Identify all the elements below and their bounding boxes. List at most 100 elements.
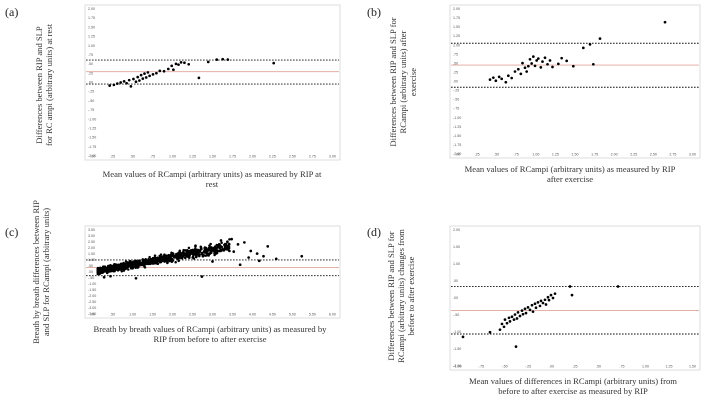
data-point [187, 246, 191, 250]
data-point [502, 325, 506, 329]
data-point [148, 255, 151, 259]
data-point [119, 265, 123, 268]
data-point [121, 267, 125, 271]
y-tick-label: -1.75 [88, 145, 96, 149]
data-point [219, 239, 223, 242]
x-tick-label: 2.50 [289, 155, 296, 159]
data-point [158, 259, 162, 262]
y-tick-label: -2.00 [453, 364, 461, 368]
data-point [507, 316, 511, 320]
y-tick-label: .75 [88, 53, 93, 57]
data-point [215, 58, 219, 61]
data-point [524, 311, 528, 315]
data-point [158, 69, 162, 73]
y-axis-label: RCampi (arbitrary units) after [398, 30, 408, 133]
y-tick-label: .50 [453, 61, 458, 65]
x-tick-label: .25 [110, 155, 115, 159]
data-point [226, 240, 229, 244]
data-point [129, 85, 133, 88]
data-point [214, 246, 217, 250]
data-point [206, 248, 210, 252]
data-point [565, 59, 569, 63]
panel-label: (c) [5, 225, 18, 239]
data-point [498, 328, 502, 332]
data-point [528, 57, 532, 61]
data-point [598, 37, 602, 41]
data-point [506, 74, 510, 78]
data-point [190, 249, 193, 252]
x-tick-label: .00 [455, 153, 460, 157]
data-point [208, 252, 211, 256]
data-point [541, 60, 544, 63]
data-point [139, 73, 143, 77]
y-tick-label: 1.75 [453, 16, 460, 20]
x-tick-label: -1.00 [453, 365, 461, 369]
y-tick-label: .50 [88, 62, 93, 66]
data-point [183, 256, 187, 260]
y-tick-label: .50 [88, 264, 93, 268]
data-point [238, 263, 242, 267]
data-point [257, 259, 261, 263]
x-tick-label: 1.50 [572, 153, 579, 157]
data-point [533, 302, 537, 306]
data-point [176, 257, 180, 260]
y-axis-label: RCampi (arbitrary units) changes from [396, 229, 406, 363]
data-point [205, 252, 209, 255]
y-tick-label: -3.00 [88, 306, 96, 310]
panel-a-chart: (a) .00 .25 .50 .75 1.00 1.25 1.50 1.75 2.00 2.25 2… [5, 4, 341, 189]
data-point [591, 62, 595, 66]
data-point [144, 258, 147, 261]
data-point [143, 260, 147, 263]
x-tick-label: 1.50 [209, 155, 216, 159]
data-point [227, 245, 231, 249]
x-tick-label: 6.00 [329, 313, 336, 317]
y-tick-label: -2.50 [88, 300, 96, 304]
x-tick-label: -.50 [501, 365, 507, 369]
y-tick-label: .50 [453, 279, 458, 283]
data-point [208, 245, 211, 248]
plot-frame [84, 225, 341, 319]
data-point [544, 303, 548, 306]
data-point [152, 259, 156, 263]
data-point [165, 254, 168, 258]
data-point [521, 61, 524, 65]
y-axis-label: Differences between RIP and SLP for [386, 231, 396, 360]
data-point [221, 57, 225, 61]
data-point [125, 81, 128, 85]
data-point [199, 246, 203, 249]
y-tick-label: -2.00 [88, 294, 96, 298]
data-point [531, 55, 535, 58]
data-point [162, 69, 166, 73]
data-point [203, 249, 207, 253]
y-axis-label: Differences between RIP and SLP [34, 26, 44, 144]
x-tick-label: .75 [620, 365, 625, 369]
x-axis-label: rest [206, 179, 219, 189]
data-point [547, 298, 551, 302]
data-point [137, 264, 140, 268]
data-point [138, 261, 142, 265]
data-point [177, 259, 180, 263]
data-point [119, 81, 123, 84]
data-point [212, 249, 216, 252]
x-tick-label: 4.50 [269, 313, 276, 317]
data-point [146, 71, 150, 74]
x-axis-label: RIP from before to after exercise [153, 334, 266, 344]
data-point [115, 82, 119, 86]
data-point [515, 317, 519, 320]
data-point [215, 243, 219, 247]
data-point [225, 244, 229, 248]
data-point [134, 259, 137, 262]
data-point [191, 252, 194, 255]
data-point [106, 265, 110, 268]
data-point [179, 255, 183, 259]
y-tick-label: -1.50 [453, 134, 461, 138]
y-tick-label: -1.50 [453, 347, 461, 351]
data-point [539, 66, 543, 69]
y-tick-label: -.50 [453, 313, 459, 317]
data-point [526, 306, 530, 309]
data-point [174, 260, 177, 264]
x-tick-label: 2.25 [269, 155, 276, 159]
panel-d-chart: (d) -1.00 -.75 -.50 -.25 .00 .25 .50 .75 1.00 1.25… [367, 225, 701, 396]
data-point [141, 259, 145, 262]
